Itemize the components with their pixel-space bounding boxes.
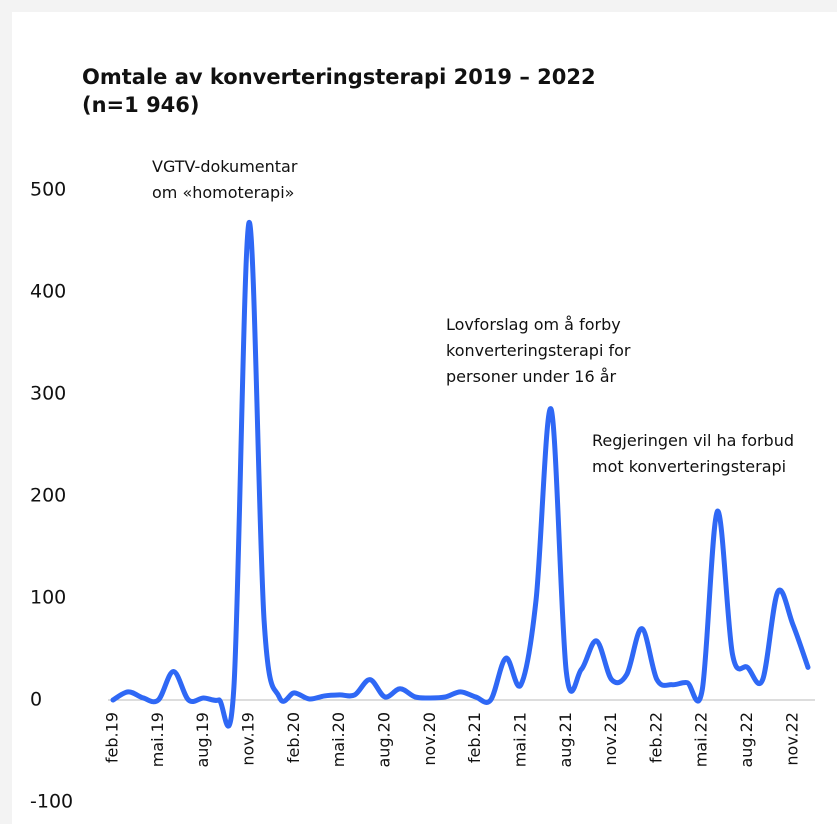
chart-title: Omtale av konverteringsterapi 2019 – 202… bbox=[82, 65, 596, 89]
x-tick-label: nov.21 bbox=[601, 712, 620, 766]
annotation: mot konverteringsterapi bbox=[592, 457, 786, 476]
x-tick-label: nov.19 bbox=[238, 712, 257, 766]
chart-title: (n=1 946) bbox=[82, 93, 200, 117]
y-tick-label: -100 bbox=[30, 791, 73, 813]
x-tick-label: mai.22 bbox=[692, 712, 711, 767]
x-tick-label: aug.20 bbox=[374, 712, 393, 768]
annotation: konverteringsterapi for bbox=[446, 341, 631, 360]
x-tick-label: mai.19 bbox=[148, 712, 167, 767]
annotation: personer under 16 år bbox=[446, 367, 617, 386]
x-tick-label: feb.21 bbox=[465, 712, 484, 763]
x-tick-label: nov.22 bbox=[782, 712, 801, 766]
x-tick-label: mai.20 bbox=[329, 712, 348, 767]
x-tick-label: feb.22 bbox=[646, 712, 665, 763]
x-tick-label: aug.22 bbox=[737, 712, 756, 768]
y-tick-label: 500 bbox=[30, 179, 66, 201]
x-tick-label: feb.20 bbox=[284, 712, 303, 763]
y-tick-label: 400 bbox=[30, 281, 66, 303]
x-tick-label: mai.21 bbox=[510, 712, 529, 767]
annotation: Regjeringen vil ha forbud bbox=[592, 431, 794, 450]
y-tick-label: 100 bbox=[30, 587, 66, 609]
x-tick-label: aug.19 bbox=[193, 712, 212, 768]
data-line bbox=[110, 220, 811, 729]
x-tick-label: nov.20 bbox=[420, 712, 439, 766]
annotation: Lovforslag om å forby bbox=[446, 315, 621, 334]
y-tick-label: 200 bbox=[30, 485, 66, 507]
y-tick-label: 300 bbox=[30, 383, 66, 405]
annotation: om «homoterapi» bbox=[152, 183, 294, 202]
card bbox=[12, 12, 837, 824]
annotation: VGTV-dokumentar bbox=[152, 157, 298, 176]
y-tick-label: 0 bbox=[30, 689, 42, 711]
x-tick-label: feb.19 bbox=[103, 712, 122, 763]
x-tick-label: aug.21 bbox=[556, 712, 575, 768]
